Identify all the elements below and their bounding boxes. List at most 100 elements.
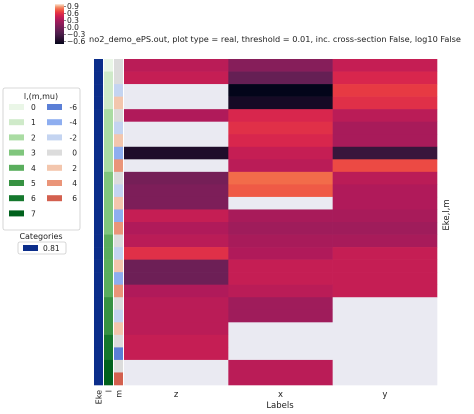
legend-swatch <box>9 164 24 171</box>
row-color-eke <box>94 297 103 311</box>
row-color-eke <box>94 334 103 348</box>
heatmap-cell <box>228 334 333 348</box>
legend-label: 2 <box>72 164 77 173</box>
legend-swatch <box>9 210 24 217</box>
legend-label: 1 <box>31 118 36 127</box>
heatmap-cell <box>124 222 229 235</box>
row-color-m <box>114 171 123 185</box>
heatmap-cell <box>228 284 333 298</box>
heatmap-cell <box>228 134 333 148</box>
heatmap-cell <box>228 59 333 72</box>
heatmap-cell <box>124 284 229 298</box>
chart-title: no2_demo_ePS.out, plot type = real, thre… <box>89 34 461 44</box>
legend-label: 2 <box>31 133 36 142</box>
row-color-m <box>114 372 123 386</box>
heatmap-cell <box>332 284 438 298</box>
row-color-l <box>104 71 113 85</box>
heatmap-cell <box>228 322 333 336</box>
row-color-eke <box>94 146 103 160</box>
row-color-l <box>104 159 113 173</box>
heatmap-cell <box>332 372 438 386</box>
row-color-m <box>114 359 123 373</box>
heatmap-cell <box>124 347 229 361</box>
heatmap-cell <box>228 84 333 97</box>
row-color-eke <box>94 347 103 361</box>
heatmap-cell <box>228 234 333 248</box>
heatmap-cell <box>332 309 438 323</box>
legend-swatch <box>9 134 24 141</box>
legend-label: 0.81 <box>43 244 60 253</box>
heatmap-cell <box>332 347 438 361</box>
heatmap-cell <box>124 322 229 336</box>
row-color-m <box>114 272 123 285</box>
heatmap-cell <box>228 109 333 122</box>
legend-swatch <box>47 195 62 202</box>
row-color-eke <box>94 259 103 273</box>
row-color-m <box>114 134 123 148</box>
heatmap-cell <box>332 96 438 110</box>
heatmap-cell <box>228 171 333 185</box>
heatmap-cell <box>124 334 229 348</box>
heatmap-cell <box>332 334 438 348</box>
heatmap-cell <box>228 146 333 160</box>
row-color-m <box>114 59 123 72</box>
heatmap-cells <box>124 59 438 386</box>
heatmap-cell <box>228 297 333 311</box>
heatmap-cell <box>332 171 438 185</box>
row-color-m <box>114 159 123 173</box>
row-color-m <box>114 71 123 85</box>
heatmap-cell <box>228 222 333 235</box>
row-color-m <box>114 222 123 235</box>
row-color-l <box>104 334 113 348</box>
heatmap-cell <box>228 196 333 210</box>
x-tick-label: x <box>278 390 283 400</box>
heatmap-cell <box>124 159 229 173</box>
legend-label: 7 <box>31 209 36 218</box>
row-color-l <box>104 372 113 386</box>
row-color-m <box>114 259 123 273</box>
row-color-m <box>114 184 123 198</box>
heatmap-cell <box>124 146 229 160</box>
heatmap-cell <box>332 59 438 72</box>
row-color-l <box>104 59 113 72</box>
row-color-eke <box>94 84 103 97</box>
legend-label: 4 <box>31 164 36 173</box>
heatmap-cell <box>124 96 229 110</box>
row-color-eke <box>94 247 103 260</box>
heatmap-cell <box>332 146 438 160</box>
heatmap-cell <box>332 121 438 135</box>
legend-label: 0 <box>72 149 77 158</box>
heatmap-cell <box>332 209 438 223</box>
legend-swatch <box>9 104 24 110</box>
heatmap-cell <box>124 171 229 185</box>
row-color-eke <box>94 272 103 285</box>
row-color-m <box>114 109 123 122</box>
row-color-m <box>114 247 123 260</box>
heatmap-cell <box>124 134 229 148</box>
row-color-labels: Eke l m <box>95 390 124 405</box>
legend-swatch <box>47 134 62 141</box>
heatmap-cell <box>124 309 229 323</box>
legend-lm-title: l,(m,mu) <box>24 92 58 101</box>
row-color-eke <box>94 234 103 248</box>
heatmap-cell <box>124 297 229 311</box>
legend-label: 6 <box>31 194 36 203</box>
row-color-m <box>114 96 123 110</box>
colorbar-tick-label: 0.6 <box>67 9 79 18</box>
colorbar-tick-label: −0.6 <box>67 37 85 46</box>
row-color-m <box>114 309 123 323</box>
row-color-eke <box>94 109 103 122</box>
legend-swatch <box>47 164 62 171</box>
heatmap-cell <box>124 109 229 122</box>
legend-label: -4 <box>70 118 78 127</box>
heatmap-cell <box>332 184 438 198</box>
heatmap-cell <box>228 96 333 110</box>
legend-l-m-mu: l,(m,mu) 0 -6 1 -4 2 -2 3 0 4 2 5 4 6 6 7 <box>2 87 81 231</box>
row-color-l <box>104 247 113 260</box>
row-color-label: m <box>115 390 124 398</box>
row-color-m <box>114 284 123 298</box>
row-color-l <box>104 259 113 273</box>
heatmap-cell <box>332 84 438 97</box>
legend-swatch <box>23 245 38 251</box>
row-color-l <box>104 222 113 235</box>
